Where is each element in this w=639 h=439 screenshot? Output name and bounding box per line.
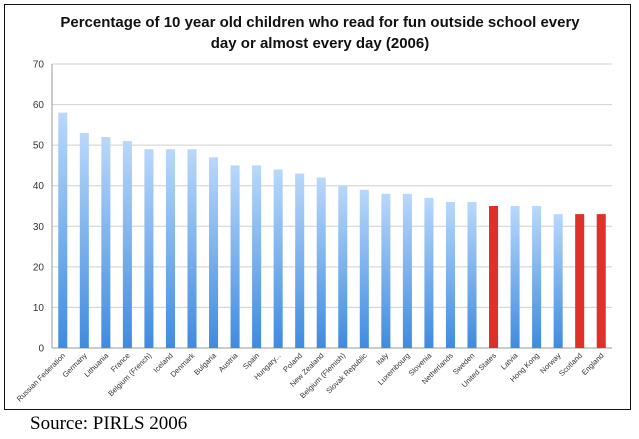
- y-tick-label: 0: [38, 344, 44, 355]
- bar-italy: [381, 193, 391, 348]
- bar-netherlands: [445, 201, 455, 348]
- bar-england: [596, 214, 606, 348]
- bar-hungary: [273, 169, 283, 348]
- source-caption: Source: PIRLS 2006: [30, 413, 188, 434]
- chart-title-line-1: Percentage of 10 year old children who r…: [60, 14, 580, 31]
- bar-new-zealand: [316, 177, 326, 348]
- bar-scotland: [575, 214, 585, 348]
- y-tick-label: 70: [33, 60, 45, 71]
- x-tick-label: Denmark: [169, 351, 197, 379]
- bar-iceland: [165, 149, 175, 348]
- y-tick-label: 40: [33, 181, 45, 192]
- bar-germany: [79, 132, 89, 348]
- bar-lithuania: [101, 137, 111, 348]
- bar-belgium-flemish: [338, 185, 348, 348]
- x-tick-label: Austria: [217, 350, 240, 373]
- bar-sweden: [467, 201, 477, 348]
- x-tick-label: Scotland: [557, 351, 584, 378]
- y-tick-label: 50: [33, 141, 45, 152]
- chart-title-line-2: day or almost every day (2006): [210, 35, 430, 52]
- bar-luxembourg: [402, 193, 412, 348]
- bar-slovak-republic: [359, 189, 369, 348]
- bar-france: [122, 141, 132, 348]
- bar-latvia: [510, 206, 520, 348]
- bar-belgium-french: [144, 149, 154, 348]
- chart-title: Percentage of 10 year old children who r…: [30, 12, 610, 54]
- x-tick-label: Russian Federation: [15, 351, 67, 403]
- bar-spain: [252, 165, 262, 348]
- bar-austria: [230, 165, 240, 348]
- y-tick-label: 20: [33, 262, 45, 273]
- bar-united-states: [489, 206, 499, 348]
- y-tick-label: 60: [33, 100, 45, 111]
- bar-denmark: [187, 149, 197, 348]
- y-tick-label: 30: [33, 222, 45, 233]
- bar-hong-kong: [532, 206, 542, 348]
- bar-slovenia: [424, 197, 434, 348]
- x-tick-label: Lithuania: [82, 350, 110, 378]
- bar-norway: [553, 214, 563, 348]
- y-tick-label: 10: [33, 303, 45, 314]
- bar-bulgaria: [209, 157, 219, 348]
- x-tick-label: Bulgaria: [192, 350, 218, 376]
- x-tick-label: Italy: [374, 351, 390, 367]
- x-tick-label: England: [580, 351, 606, 377]
- bar-russian-federation: [58, 112, 68, 348]
- bar-poland: [295, 173, 305, 348]
